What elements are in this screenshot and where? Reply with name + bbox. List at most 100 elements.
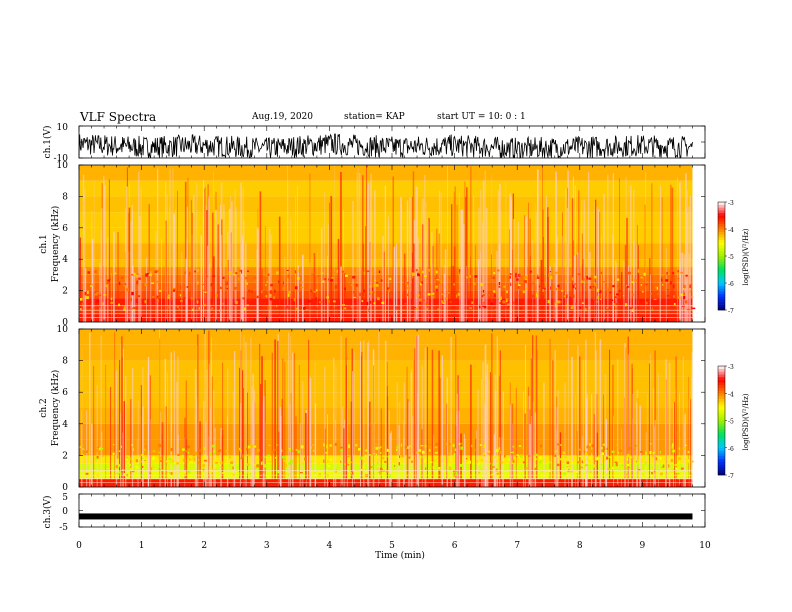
spec2-speckle (627, 453, 630, 458)
spec2-streak (234, 351, 236, 487)
spec1-speckle (689, 290, 691, 293)
spec2-speckle (491, 473, 493, 476)
spec2-speckle (614, 459, 616, 462)
spec2-speckle (379, 472, 382, 475)
spec1-speckle (172, 289, 176, 292)
spec1-speckle (482, 304, 485, 307)
spec1-streak (191, 212, 194, 322)
spec2-speckle (144, 448, 146, 451)
spec1-speckle (519, 307, 523, 311)
spec2-speckle (158, 468, 161, 470)
spec1-speckle (597, 296, 599, 300)
spec2-speckle (608, 456, 611, 458)
x-tick-label-3: 3 (264, 541, 270, 551)
spec2-speckle (170, 472, 173, 475)
spec1-streak (438, 190, 441, 322)
spec1-speckle (631, 281, 634, 283)
spec1-speckle (557, 300, 561, 303)
spec1-streak (374, 190, 376, 322)
spec2-speckle (678, 457, 681, 460)
spec2-speckle (619, 452, 622, 456)
spec1-speckle (136, 280, 139, 284)
spec1-streak (651, 183, 653, 322)
spec2-streak (556, 429, 557, 487)
spec1-speckle (661, 278, 663, 282)
spec1-streak (689, 196, 691, 322)
spec1-ytick-label-0: 0 (62, 318, 68, 328)
colorbar-spec1-swatch (718, 304, 725, 308)
spec1-speckle (494, 309, 497, 311)
spec2-speckle (225, 449, 228, 453)
spec1-streak (155, 230, 157, 322)
colorbar-spec1-swatch (718, 272, 725, 276)
spec2-streak (250, 337, 252, 487)
spec1-speckle (595, 301, 599, 303)
spec2-speckle (358, 448, 361, 451)
spec1-speckle (294, 270, 297, 274)
spec2-streak (499, 350, 501, 487)
spec2-streak (679, 393, 680, 487)
spec1-speckle (677, 270, 679, 273)
spec2-speckle (353, 444, 355, 447)
spec2-speckle (380, 452, 382, 454)
spec2-speckle (271, 453, 273, 457)
spec1-speckle (178, 308, 180, 311)
spec2-speckle (376, 468, 379, 471)
spec1-streak (270, 234, 272, 322)
spec1-speckle (478, 304, 481, 309)
spec1-speckle (138, 277, 141, 280)
spec1-speckle (490, 302, 494, 305)
spec1-ytick-label-5: 10 (57, 161, 69, 171)
ch3-ylabel: ch.3(V) (42, 496, 53, 529)
spec1-streak (524, 215, 526, 322)
colorbar-spec1-swatch (718, 245, 725, 249)
spec1-streak (440, 192, 442, 322)
spec2-speckle (434, 458, 437, 462)
spec1-speckle (405, 282, 408, 286)
spec2-speckle (334, 442, 338, 446)
spec1-speckle (265, 275, 267, 277)
spec2-speckle (611, 450, 615, 453)
colorbar-spec2-swatch (718, 458, 725, 462)
spec2-speckle (282, 455, 285, 459)
spec1-speckle (226, 288, 228, 290)
spec1-speckle (334, 272, 337, 275)
spec1-speckle (407, 293, 409, 296)
spec1-streak (261, 268, 263, 322)
spec1-speckle (493, 290, 496, 293)
spec1-speckle (499, 302, 502, 304)
spec2-ylabel-ch: ch.2 (39, 398, 49, 417)
spec1-speckle (661, 274, 664, 276)
spec2-speckle (219, 449, 222, 452)
spec1-streak (362, 243, 364, 322)
spec1-speckle (510, 282, 512, 286)
spec2-speckle (221, 466, 224, 469)
spec2-speckle (575, 470, 578, 474)
spec2-streak (214, 427, 216, 487)
spec2-streak (464, 438, 466, 487)
spec2-speckle (173, 461, 176, 465)
spec2-streak (512, 424, 514, 487)
spec2-streak (184, 417, 186, 487)
spec2-streak (621, 427, 622, 487)
spec2-speckle (297, 450, 300, 454)
x-tick-label-5: 5 (389, 541, 395, 551)
spec1-streak (518, 221, 519, 322)
spec1-speckle (145, 273, 148, 277)
spec1-streak (582, 259, 584, 322)
x-tick-label-0: 0 (76, 541, 82, 551)
start-time-label: start UT = 10: 0 : 1 (437, 112, 526, 122)
spec2-streak (292, 352, 294, 487)
spec2-speckle (189, 458, 191, 461)
spec2-speckle (166, 460, 168, 463)
spec1-speckle (591, 299, 593, 302)
spec1-speckle (287, 274, 290, 278)
spec2-speckle (489, 463, 491, 465)
spec2-speckle (310, 452, 313, 454)
spec1-speckle (427, 293, 431, 296)
spec2-speckle (219, 464, 221, 466)
spec2-speckle (387, 455, 390, 458)
spec1-speckle (640, 276, 644, 279)
spec1-speckle (296, 276, 300, 280)
spec2-streak (211, 376, 213, 487)
